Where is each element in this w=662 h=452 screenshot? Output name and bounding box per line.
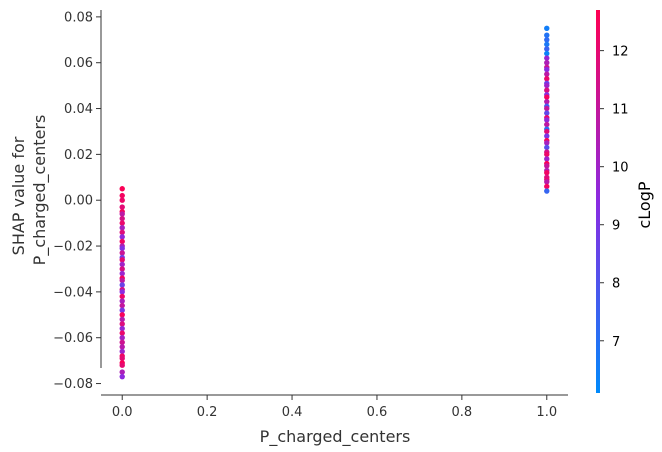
scatter-point: [119, 225, 125, 231]
scatter-point: [119, 215, 125, 222]
colorbar: [596, 10, 600, 393]
scatter-point: [119, 321, 125, 327]
scatter-point: [119, 220, 125, 226]
scatter-point: [544, 82, 550, 89]
y-tick-label: −0.02: [53, 240, 93, 255]
scatter-point: [119, 211, 125, 217]
x-tick-label: 0.8: [452, 405, 473, 420]
x-tick-label: 0.2: [197, 405, 218, 420]
scatter-point: [544, 179, 550, 185]
scatter-point: [544, 94, 550, 100]
scatter-point: [544, 87, 550, 93]
y-tick-label: 0.04: [64, 102, 93, 117]
scatter-point: [119, 362, 125, 368]
scatter-point: [544, 25, 550, 32]
scatter-point: [119, 312, 125, 318]
scatter-point: [544, 133, 550, 139]
scatter-point: [544, 60, 550, 66]
scatter-point: [544, 110, 550, 116]
x-tick-label: 1.0: [536, 405, 557, 420]
scatter-point: [544, 98, 550, 105]
scatter-point: [119, 289, 125, 295]
x-axis-title: P_charged_centers: [260, 427, 411, 447]
scatter-point: [544, 32, 550, 38]
y-tick-label: −0.04: [53, 285, 93, 300]
scatter-point: [119, 344, 125, 350]
scatter-point: [119, 307, 125, 313]
scatter-point: [544, 170, 550, 176]
y-tick-label: 0.00: [64, 194, 93, 209]
x-ticks: 0.0 0.2 0.4 0.6 0.8 1.0: [112, 395, 557, 420]
scatter-point: [119, 270, 125, 277]
scatter-point: [544, 50, 550, 57]
scatter-point: [119, 282, 125, 288]
scatter-point: [119, 373, 125, 380]
scatter-point: [119, 186, 125, 192]
scatter-point: [119, 293, 125, 300]
y-axis-title-line-1: SHAP value for: [9, 136, 28, 255]
scatter-point: [119, 229, 125, 235]
scatter-point: [119, 277, 125, 284]
scatter-point: [119, 266, 125, 272]
scatter-point: [544, 105, 550, 112]
scatter-point: [119, 330, 125, 336]
scatter-point: [119, 355, 125, 362]
scatter-point: [119, 250, 125, 256]
y-tick-label: 0.08: [64, 10, 93, 25]
scatter-point: [119, 325, 125, 332]
scatter-point: [119, 302, 125, 309]
scatter-points: [119, 25, 550, 380]
scatter-point: [544, 188, 550, 194]
y-tick-label: 0.02: [64, 148, 93, 163]
scatter-point: [119, 257, 125, 263]
colorbar-tick-label: 10: [612, 161, 629, 176]
colorbar-tick-label: 12: [612, 45, 629, 60]
scatter-point: [544, 41, 550, 48]
scatter-point: [544, 183, 550, 190]
scatter-point: [119, 339, 125, 345]
scatter-point: [544, 66, 550, 73]
colorbar-tick-label: 7: [612, 335, 620, 350]
scatter-point: [119, 204, 125, 210]
colorbar-tick-label: 9: [612, 219, 620, 234]
y-tick-label: 0.06: [64, 56, 93, 71]
scatter-point: [544, 156, 550, 162]
scatter-point: [119, 261, 125, 268]
scatter-point: [544, 121, 550, 128]
scatter-point: [544, 163, 550, 169]
scatter-point: [119, 197, 125, 203]
scatter-point: [119, 192, 125, 199]
scatter-point: [544, 46, 550, 52]
scatter-point: [544, 55, 550, 61]
colorbar-tick-label: 8: [612, 277, 620, 292]
scatter-point: [119, 335, 125, 341]
scatter-point: [119, 348, 125, 355]
colorbar-ticks: 7 8 9 10 11 12: [600, 45, 629, 350]
scatter-point: [119, 316, 125, 323]
scatter-point: [544, 76, 550, 82]
y-ticks: −0.08 −0.06 −0.04 −0.02 0.00 0.02 0.04 0.06 0.08: [53, 10, 101, 392]
colorbar-tick-label: 11: [612, 103, 629, 118]
y-tick-label: −0.06: [53, 331, 93, 346]
scatter-point: [544, 140, 550, 146]
y-axis-title-line-2: P_charged_centers: [30, 115, 50, 266]
scatter-point: [544, 71, 550, 77]
scatter-point: [119, 238, 125, 245]
plot-area: [100, 10, 568, 396]
scatter-point: [544, 37, 550, 43]
x-tick-label: 0.6: [367, 405, 388, 420]
colorbar-title: cLogP: [635, 181, 654, 228]
scatter-point: [544, 128, 550, 135]
scatter-point: [544, 144, 550, 151]
x-tick-label: 0.0: [112, 405, 133, 420]
scatter-point: [544, 117, 550, 123]
x-tick-label: 0.4: [282, 405, 303, 420]
scatter-point: [119, 234, 125, 240]
scatter-point: [119, 245, 125, 252]
scatter-point: [119, 369, 125, 375]
scatter-point: [119, 298, 125, 304]
y-tick-label: −0.08: [53, 377, 93, 392]
scatter-point: [544, 151, 550, 158]
